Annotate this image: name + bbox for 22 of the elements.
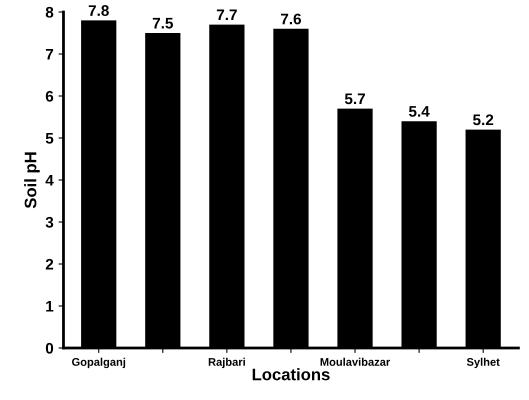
y-tick-label: 2 [46,258,54,270]
data-label: 7.6 [280,14,302,24]
x-tick-label: Sylhet [466,358,500,368]
y-tick-label: 3 [46,216,54,228]
y-tick-label: 8 [46,6,54,18]
y-tick-label: 1 [46,301,54,312]
data-label: 5.7 [344,94,365,104]
x-tick-label: Moulavibazar [320,358,390,366]
x-tick-label: Rajbari [208,358,245,368]
data-label: 7.5 [152,18,173,29]
y-tick-label: 0 [46,342,54,354]
x-tick-label: Gopalganj [72,358,126,368]
x-axis-title: Locations [252,368,330,380]
y-tick-label: 6 [46,90,54,102]
y-tick-label: 5 [46,133,54,144]
y-axis-title: Soil pH [24,152,40,208]
data-label: 7.7 [216,10,237,20]
data-label: 5.4 [408,106,430,117]
y-tick-label: 4 [45,175,54,186]
data-label: 7.8 [88,5,109,16]
data-label: 5.2 [473,114,494,126]
y-tick-label: 7 [46,49,54,60]
